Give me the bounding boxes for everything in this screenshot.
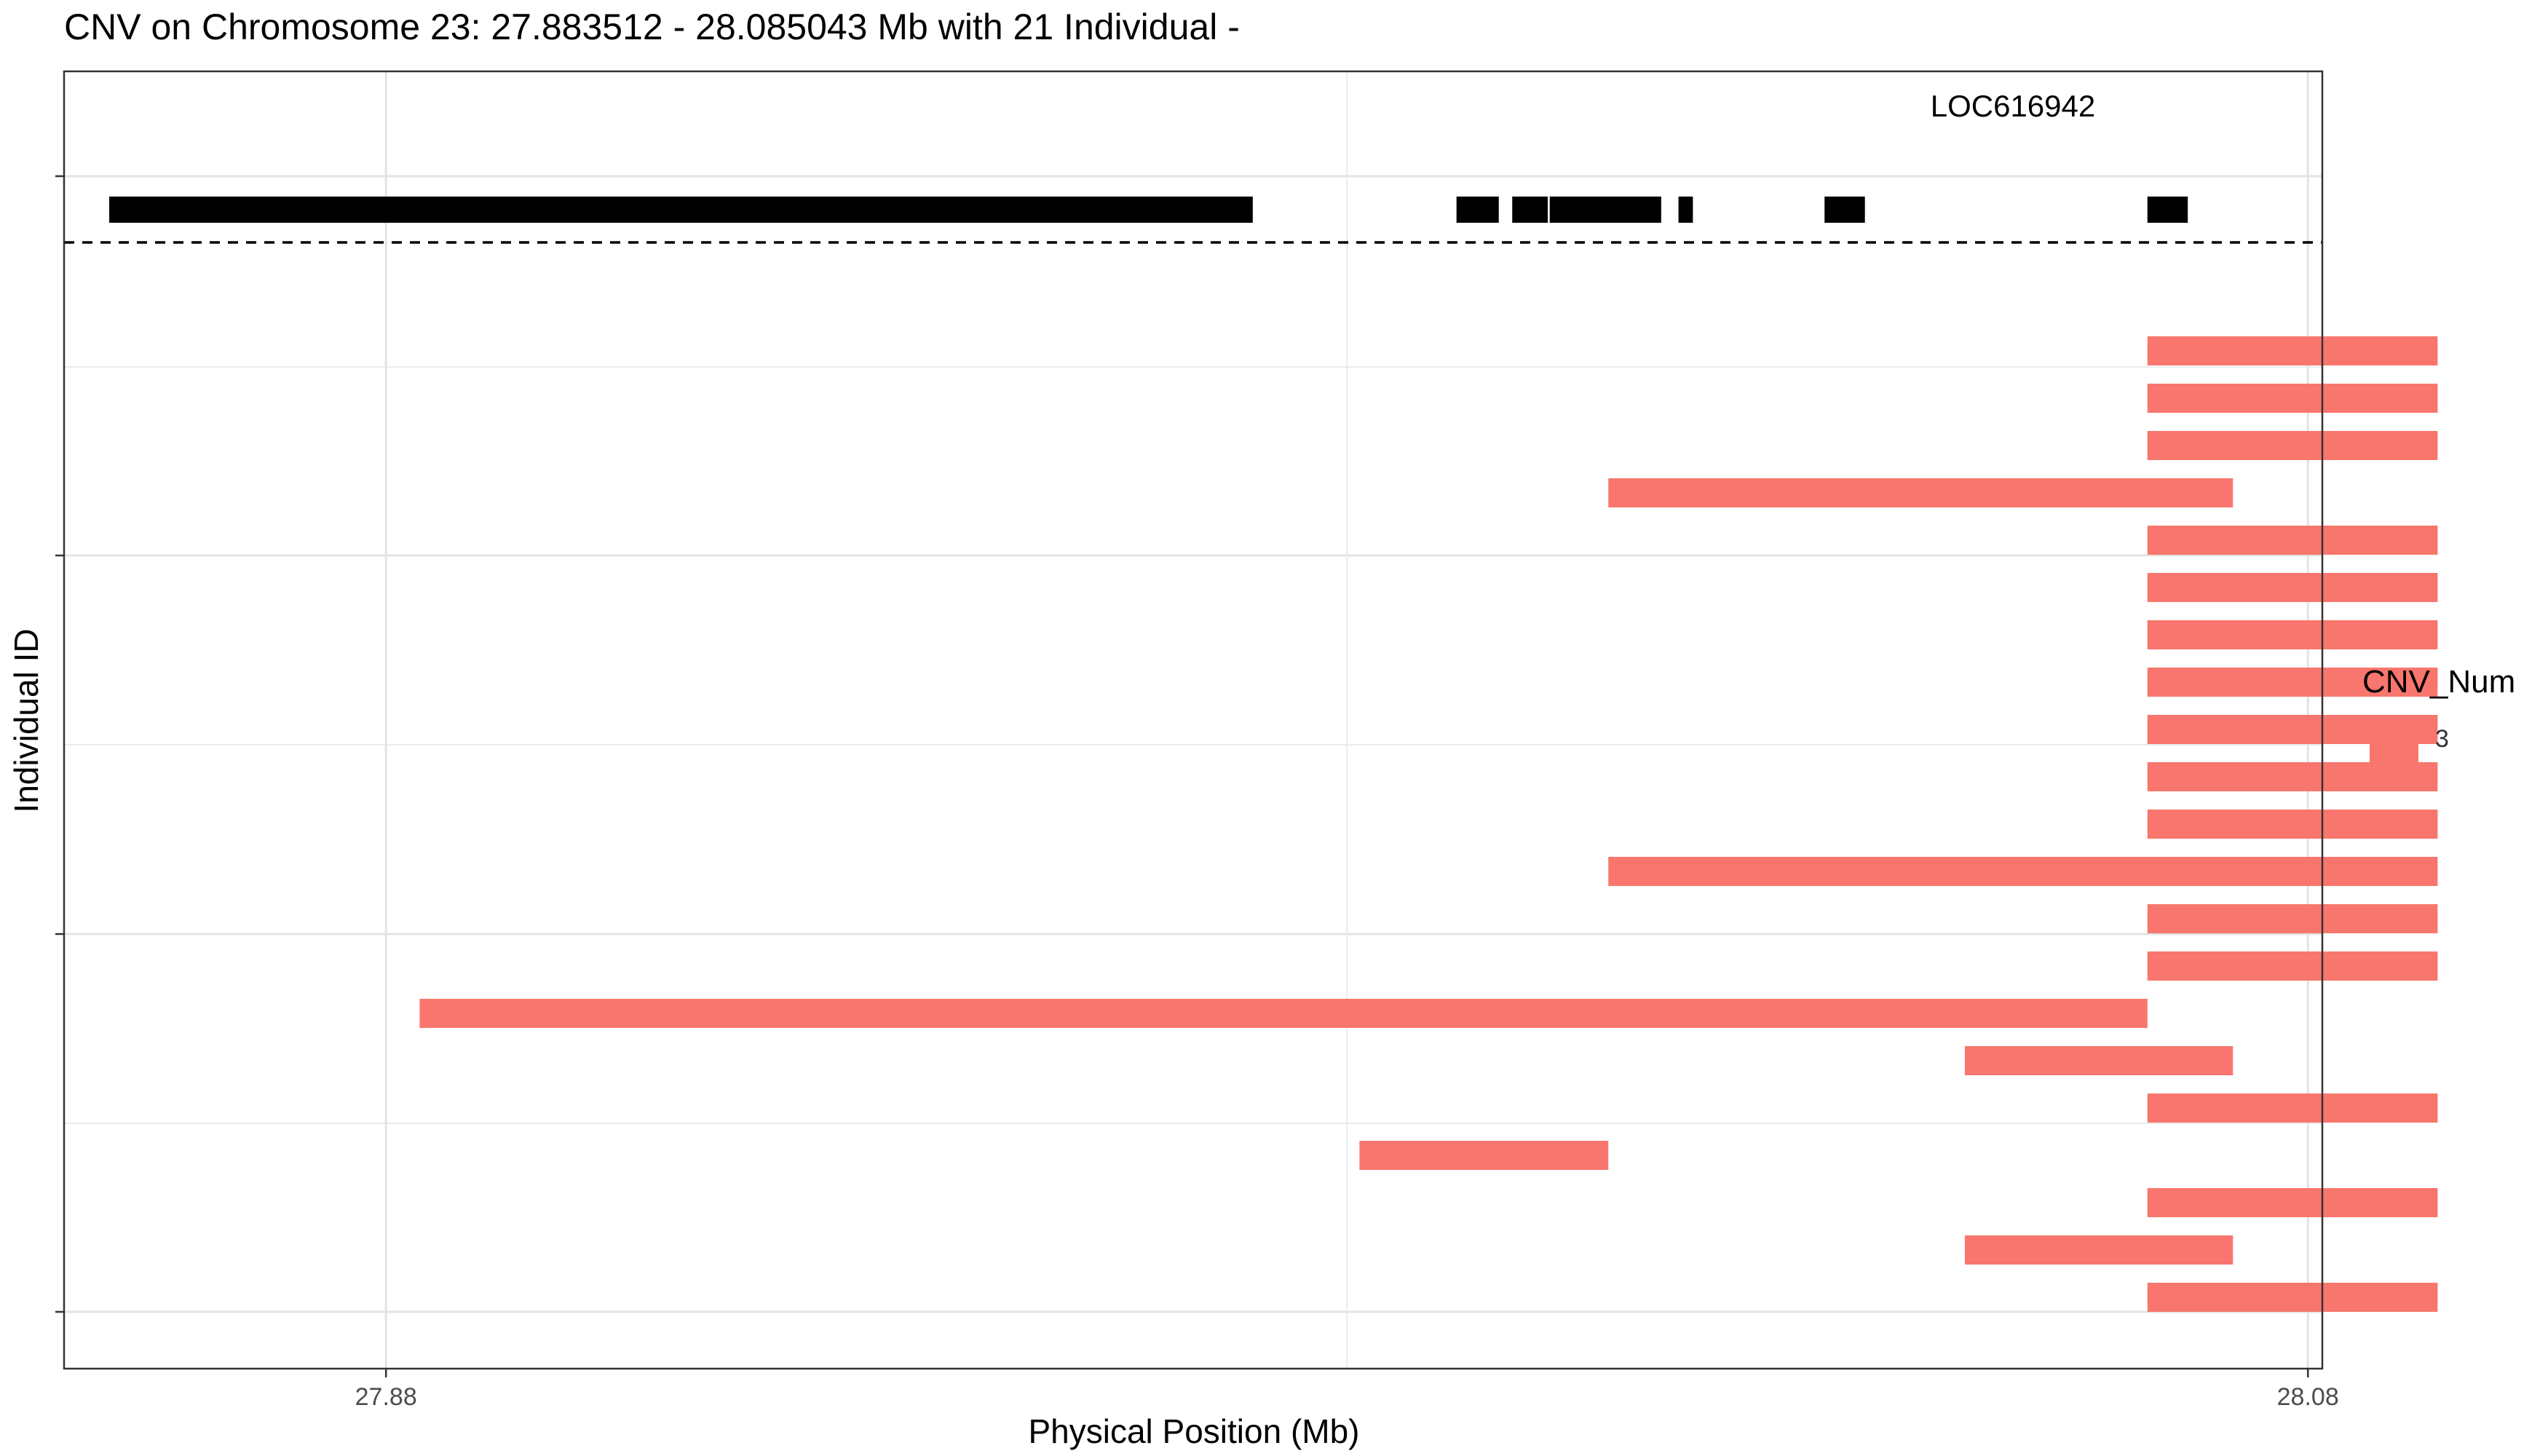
cnv-bar [2147,384,2438,413]
cnv-bar [2147,620,2438,649]
chart-title: CNV on Chromosome 23: 27.883512 - 28.085… [64,7,1240,47]
gene-segment [1512,197,1548,223]
cnv-bar [2147,810,2438,839]
x-axis-title: Physical Position (Mb) [1028,1412,1359,1450]
x-tick-label: 28.08 [2277,1383,2339,1411]
cnv-bar [2147,1188,2438,1217]
legend-key-swatch [2370,717,2418,765]
gene-segment [109,197,1253,223]
gene-segment [1456,197,1499,223]
cnv-bar [1608,478,2234,507]
gene-label: LOC616942 [1931,89,2096,123]
gene-track [109,197,2188,223]
grid-lines [64,71,2322,1369]
cnv-bar [1359,1141,1609,1170]
plot-panel-border [63,70,2324,1370]
cnv-bar [1964,1235,2234,1265]
cnv-bar [2147,668,2438,697]
cnv-bar [2147,1283,2438,1312]
legend-title: CNV_Num [2362,664,2516,700]
cnv-bar [2147,904,2438,933]
cnv-bar [2147,336,2438,365]
gene-segment [1549,197,1661,223]
cnv-bar [2147,1093,2438,1123]
cnv-bar [2147,762,2438,791]
x-tick-label: 27.88 [355,1383,417,1411]
gene-segment [1824,197,1865,223]
cnv-segments [419,336,2438,1312]
cnv-bar [2147,431,2438,460]
gene-segment [1678,197,1693,223]
y-axis-title: Individual ID [7,628,45,812]
cnv-bar [1608,857,2438,886]
gene-segment [2147,197,2188,223]
cnv-bar [2147,951,2438,981]
axes: 27.88 28.08 [55,175,2339,1411]
cnv-bar [1964,1046,2234,1075]
cnv-bar [419,999,2148,1028]
legend-key-label: 3 [2435,725,2449,753]
cnv-bar [2147,526,2438,555]
cnv-bar [2147,573,2438,602]
